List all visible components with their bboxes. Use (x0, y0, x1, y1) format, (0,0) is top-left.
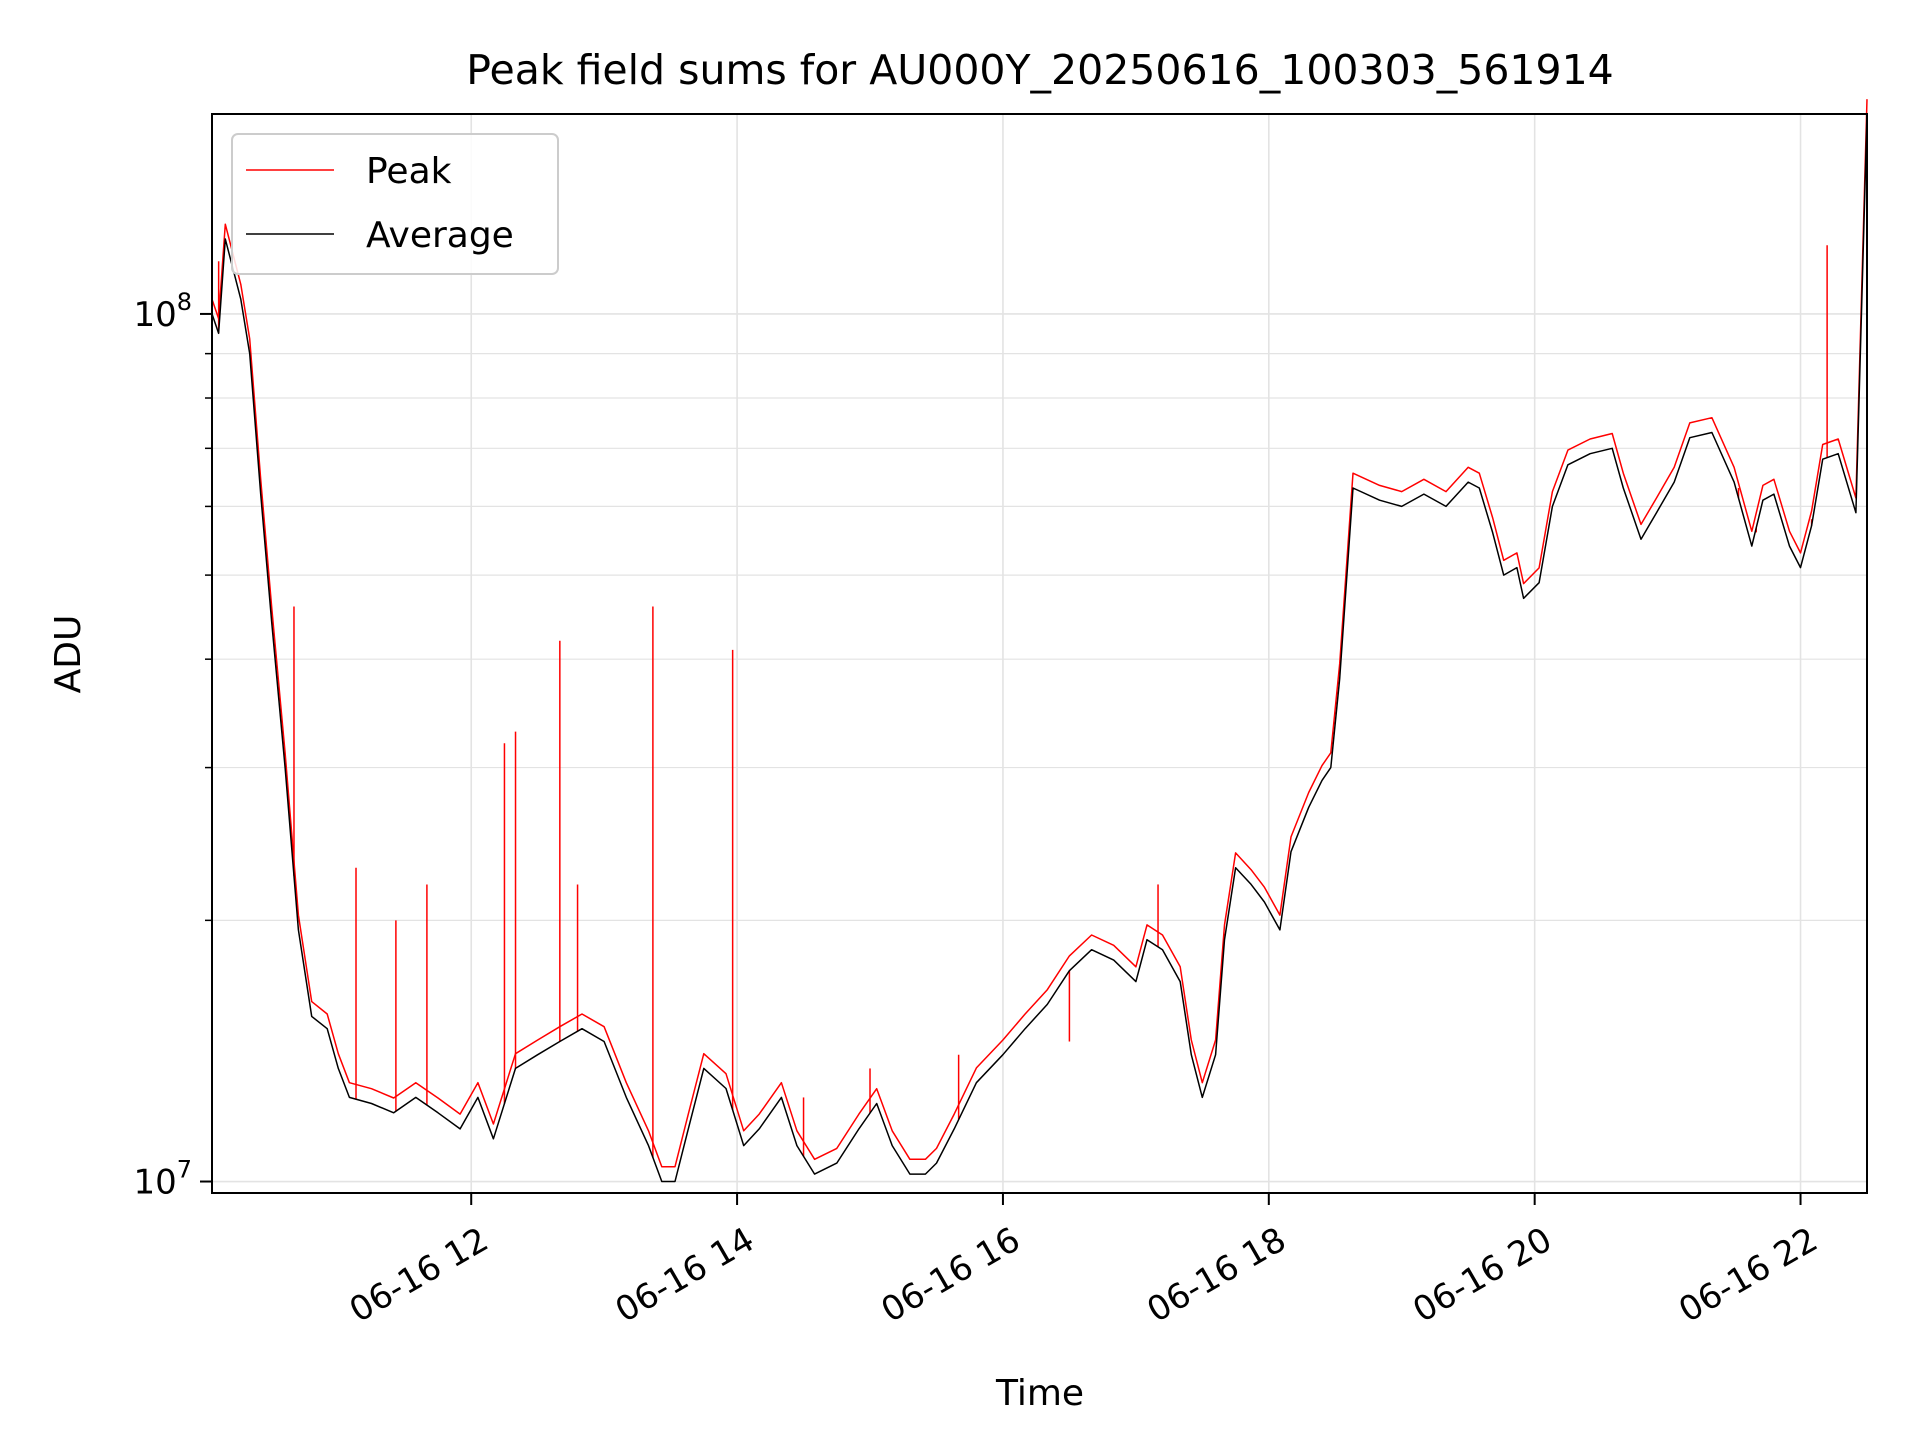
series-layer (211, 99, 1868, 1183)
series-line-average (211, 113, 1868, 1183)
y-axis-label: ADU (48, 615, 89, 694)
series-line-peak (211, 99, 1868, 1168)
legend: Peak Average (231, 133, 559, 275)
y-axis-ticks: 107 108 (133, 288, 212, 1203)
plot-area-frame (211, 113, 1868, 1194)
legend-label-peak: Peak (366, 151, 452, 192)
y-tick-label: 108 (133, 288, 192, 335)
grid-lines (212, 114, 1867, 1193)
chart-title: Peak field sums for AU000Y_20250616_1003… (466, 46, 1614, 94)
y-tick-label: 107 (133, 1156, 192, 1203)
legend-box (231, 133, 559, 275)
x-axis-label: Time (995, 1373, 1084, 1414)
legend-label-average: Average (366, 215, 514, 256)
